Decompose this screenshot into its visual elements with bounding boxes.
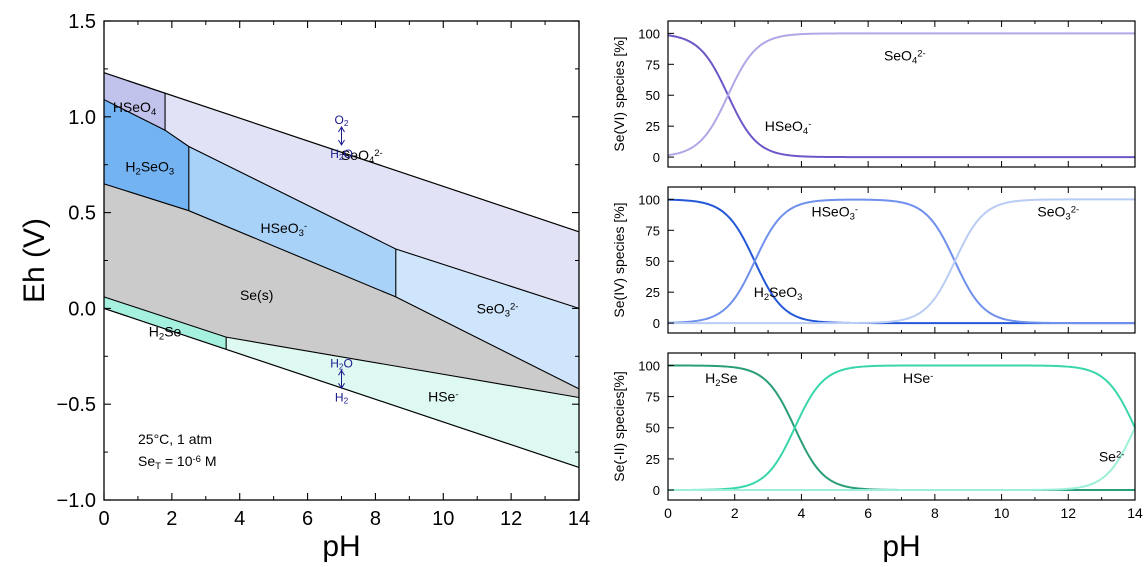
- series-line-seo4-2-: [667, 32, 1135, 157]
- region-h2seo3: [104, 99, 189, 211]
- phase-boundary-4: [103, 183, 580, 390]
- arrow-head-up: [338, 369, 345, 376]
- species-label: H2Se: [705, 370, 738, 389]
- y-tick-label: 25: [646, 452, 660, 467]
- plot-frame: [667, 20, 1136, 168]
- y-tick-label: 75: [646, 57, 660, 72]
- x-axis-label: pH: [882, 530, 920, 563]
- region-label: HSeO3-: [261, 220, 308, 239]
- arrow-head-up: [338, 125, 345, 133]
- y-tick-label: 100: [638, 358, 660, 373]
- species-label: H2SeO3: [754, 284, 803, 303]
- y-axis-label: Eh (V): [18, 218, 51, 303]
- y-axis-label: Se(IV) species [%]: [611, 202, 627, 317]
- y-tick-label: 75: [646, 223, 660, 238]
- x-tick-label: 2: [166, 508, 177, 530]
- region-seo3-2-: [395, 249, 579, 389]
- y-tick-label: −1.0: [57, 490, 96, 512]
- y-tick-label: 0: [653, 316, 660, 331]
- series-line-hseo4-: [667, 34, 1135, 159]
- x-tick-label: 4: [234, 508, 245, 530]
- plot-frame: [667, 352, 1136, 501]
- x-tick-label: 10: [994, 505, 1010, 521]
- y-tick-label: 50: [646, 88, 660, 103]
- y-tick-label: 0.0: [68, 298, 96, 320]
- region-label: H2Se: [149, 323, 182, 342]
- y-tick-label: 0.5: [68, 203, 96, 225]
- x-tick-label: 14: [1127, 505, 1143, 521]
- y-tick-label: 0: [653, 150, 660, 165]
- x-tick-label: 4: [798, 505, 806, 521]
- x-axis-label: pH: [322, 530, 360, 563]
- conditions-line-2: SeT = 10-6 M: [138, 453, 217, 472]
- y-tick-label: 100: [638, 192, 660, 207]
- arrow-head-down: [338, 139, 345, 146]
- conditions-line-1: 25°C, 1 atm: [138, 431, 212, 447]
- species-label: HSeO4-: [765, 118, 812, 137]
- x-tick-label: 0: [98, 508, 109, 530]
- species-label: SeO42-: [884, 48, 926, 67]
- region-hseo4-: [104, 72, 166, 131]
- y-tick-label: 100: [638, 26, 660, 41]
- species-label: SeO32-: [1037, 204, 1079, 223]
- water-note-bottom: H2: [335, 390, 349, 405]
- x-tick-label: 2: [731, 505, 739, 521]
- water-note-bottom: H2O: [330, 147, 353, 162]
- x-tick-label: 6: [302, 508, 313, 530]
- water-stability-line-upper: [103, 72, 580, 233]
- y-tick-label: 50: [646, 421, 660, 436]
- species-label: HSe-: [903, 370, 933, 386]
- water-note-top: O2: [335, 113, 349, 128]
- region-se(s): [104, 183, 579, 398]
- region-label: SeO42-: [341, 147, 383, 166]
- y-tick-label: 50: [646, 254, 660, 269]
- y-tick-label: 1.0: [68, 107, 96, 129]
- region-label: H2SeO3: [125, 159, 174, 178]
- se-vi-speciation-plot: 0 25 50 75 100 Se(VI) species [%] SeO42- HSeO4-: [611, 20, 1136, 168]
- series-line-h2se: [668, 364, 1135, 492]
- se-minus-ii-speciation-plot: 0 25 50 75 100 0 2 4 6 8 10 12 14 pH Se(-II) species[%…: [611, 352, 1143, 563]
- y-tick-label: 0: [653, 483, 660, 498]
- se-iv-speciation-plot: 0 25 50 75 100 Se(IV) species [%] HSeO3- SeO32-…: [611, 186, 1136, 334]
- species-label: HSeO3-: [811, 204, 858, 223]
- region-label: HSeO4: [113, 99, 157, 118]
- water-note-top: H2O: [330, 356, 353, 371]
- x-tick-label: 0: [664, 505, 672, 521]
- pourbaix-diagram: 0 2 4 6 8 10 12 14 −1.0 −0.5 0.0 0.5 1.0 1.5 pH Eh (V) H…: [18, 11, 590, 563]
- series-line-seo3-2-: [668, 198, 1135, 325]
- y-axis-label: Se(-II) species[%]: [611, 371, 627, 481]
- arrow-head-down: [338, 383, 345, 390]
- y-tick-label: 75: [646, 390, 660, 405]
- y-tick-label: 25: [646, 119, 660, 134]
- x-tick-label: 12: [1060, 505, 1076, 521]
- x-tick-label: 8: [931, 505, 939, 521]
- series-line-hseo3-: [667, 198, 1135, 325]
- x-tick-label: 12: [500, 508, 522, 530]
- y-tick-label: −0.5: [57, 394, 96, 416]
- series-line-se2-: [668, 427, 1136, 492]
- region-label: HSe-: [428, 389, 458, 405]
- x-tick-label: 8: [370, 508, 381, 530]
- x-tick-label: 6: [864, 505, 872, 521]
- region-hse-: [226, 337, 579, 468]
- series-line-hse-: [668, 364, 1136, 492]
- region-seo4-2-: [165, 93, 580, 309]
- region-h2se: [104, 296, 227, 350]
- x-tick-label: 14: [568, 508, 590, 530]
- y-axis-label: Se(VI) species [%]: [611, 36, 627, 151]
- region-label: Se(s): [240, 287, 273, 303]
- region-label: SeO32-: [477, 300, 519, 319]
- y-tick-label: 1.5: [68, 11, 96, 33]
- species-label: Se2-: [1099, 448, 1125, 464]
- y-tick-label: 25: [646, 285, 660, 300]
- x-tick-label: 10: [432, 508, 454, 530]
- region-hseo3-: [188, 146, 396, 297]
